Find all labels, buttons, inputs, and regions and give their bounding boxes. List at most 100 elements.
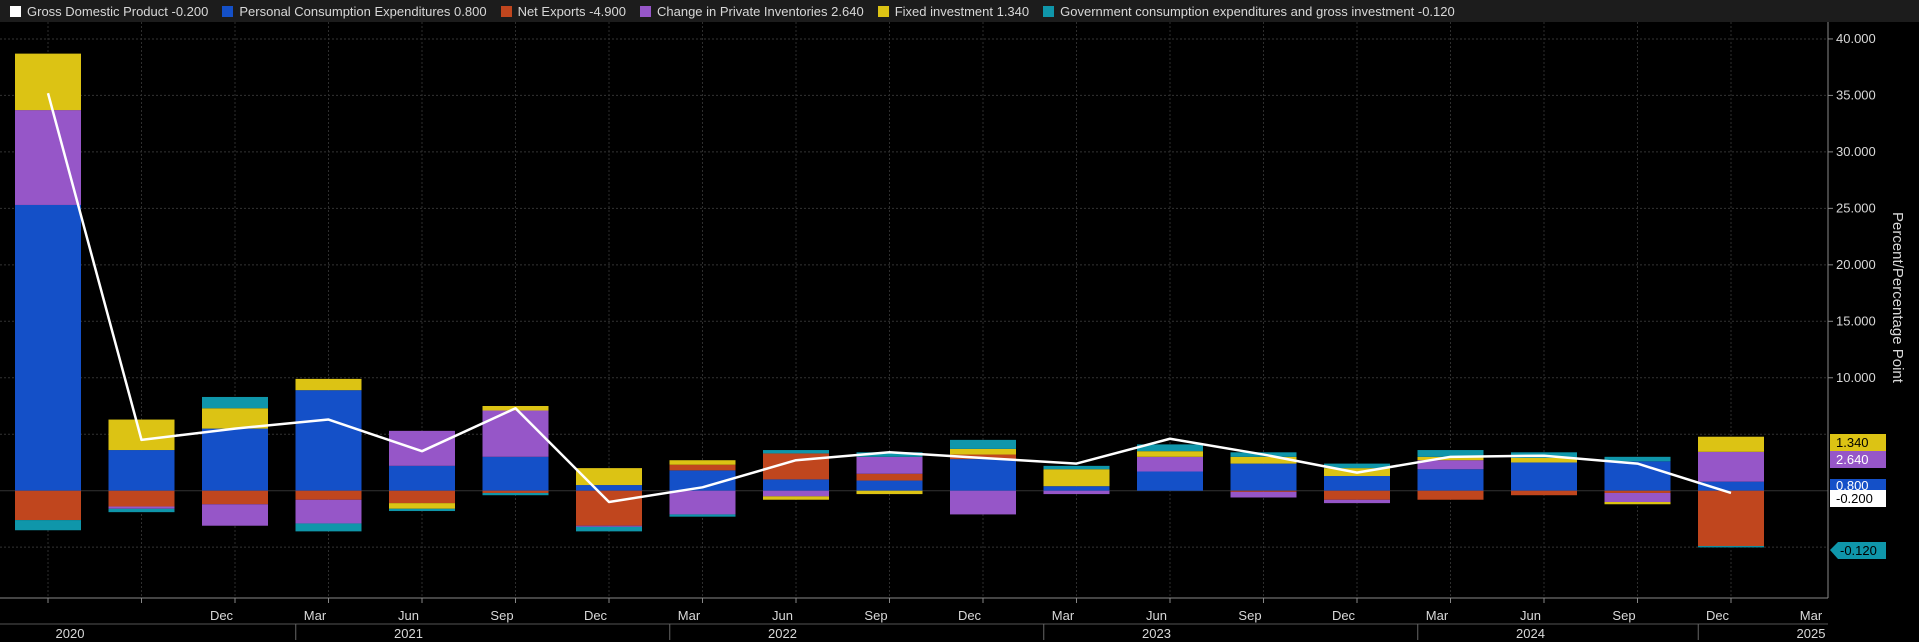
bar-segment: [1604, 502, 1671, 505]
bar-segment: [1043, 469, 1110, 487]
y-tick-label: 40.000: [1836, 31, 1876, 46]
end-label-box-inventories: [1830, 451, 1886, 468]
bar-segment: [1511, 457, 1577, 463]
x-tick-label: Jun: [772, 608, 793, 623]
bar-segment: [1230, 490, 1297, 492]
legend-value: -4.900: [589, 3, 626, 19]
legend-swatch-pce: [222, 5, 234, 17]
legend-value: 2.640: [831, 3, 864, 19]
y-tick-label: 15.000: [1836, 313, 1876, 328]
bar-segment: [1698, 436, 1764, 452]
bar-segment: [15, 53, 81, 111]
bar-segment: [856, 456, 923, 474]
bar-segment: [202, 490, 268, 505]
y-tick-label: 10.000: [1836, 370, 1876, 385]
end-label-fixed: 1.340: [1836, 435, 1869, 450]
bar-segment: [1230, 463, 1297, 491]
legend-value: -0.200: [171, 3, 209, 19]
bar-segment: [950, 439, 1016, 449]
bar-segment: [1417, 490, 1484, 500]
bar-segment: [108, 490, 175, 507]
year-label: 2023: [1142, 626, 1171, 641]
x-tick-label: Dec: [584, 608, 608, 623]
bar-segment: [763, 479, 829, 491]
end-label-box-fixed: [1830, 434, 1886, 451]
legend-item-fixed-investment[interactable]: Fixed investment 1.340: [877, 4, 1029, 19]
x-tick-label: Sep: [864, 608, 887, 623]
bar-segment: [15, 110, 81, 205]
legend-item-inventories[interactable]: Change in Private Inventories 2.640: [639, 3, 864, 19]
bar-segment: [576, 525, 642, 527]
x-tick-label: Sep: [1612, 608, 1635, 623]
x-tick-label: Jun: [1520, 608, 1541, 623]
chart: 40.000 35.000 30.000 25.000 20.000 15.000 10.0…: [0, 22, 1906, 641]
bar-segment: [1511, 490, 1577, 496]
bar-segment: [1417, 460, 1484, 470]
bar-segment: [1417, 456, 1484, 461]
legend: Gross Domestic Product -0.200 Personal C…: [0, 0, 1919, 22]
end-label-gov: -0.120: [1840, 543, 1877, 558]
bar-segment: [202, 408, 268, 429]
legend-item-government[interactable]: Government consumption expenditures and …: [1043, 4, 1455, 19]
bar-segment: [482, 410, 549, 457]
bar-segment: [669, 514, 736, 517]
bar-segment: [576, 468, 642, 486]
bar-segment: [1043, 465, 1110, 470]
bar-segment: [1698, 451, 1764, 482]
y-tick-label: 35.000: [1836, 87, 1876, 102]
bar-segment: [295, 523, 362, 532]
x-tick-label: Mar: [1800, 608, 1823, 623]
legend-swatch-government: [1043, 5, 1055, 17]
y-tick-label: 25.000: [1836, 200, 1876, 215]
bar-segment: [1417, 469, 1484, 491]
bar-segment: [1604, 492, 1671, 502]
bar-segment: [1511, 462, 1577, 491]
legend-item-pce[interactable]: Personal Consumption Expenditures 0.800: [222, 3, 487, 19]
bar-segment: [763, 490, 829, 497]
legend-item-net-exports[interactable]: Net Exports -4.900: [500, 3, 626, 19]
bar-segment: [1604, 461, 1671, 491]
year-label: 2024: [1516, 626, 1545, 641]
bars: [15, 53, 1764, 548]
axes: 40.000 35.000 30.000 25.000 20.000 15.000 10.0…: [0, 22, 1906, 641]
bar-segment: [482, 490, 549, 493]
bar-segment: [669, 490, 736, 515]
end-label-pce: 0.800: [1836, 478, 1869, 493]
end-label-inventories: 2.640: [1836, 452, 1869, 467]
bar-segment: [1043, 490, 1110, 495]
legend-value: 0.800: [454, 3, 487, 19]
legend-item-gdp[interactable]: Gross Domestic Product -0.200: [10, 4, 208, 19]
bar-segment: [202, 504, 268, 526]
bar-segment: [15, 490, 81, 521]
bar-segment: [15, 204, 81, 491]
bar-segment: [1324, 463, 1390, 469]
bar-segment: [576, 490, 642, 526]
bar-segment: [108, 450, 175, 491]
bar-segment: [295, 390, 362, 491]
bar-segment: [950, 490, 1016, 515]
end-label-gdp: -0.200: [1836, 491, 1873, 506]
bar-segment: [576, 526, 642, 532]
bar-segment: [669, 460, 736, 465]
bar-segment: [1137, 456, 1203, 472]
bar-segment: [295, 490, 362, 500]
bar-segment: [202, 396, 268, 409]
bar-segment: [108, 506, 175, 509]
bar-segment: [669, 470, 736, 491]
bar-segment: [1604, 456, 1671, 462]
legend-swatch-net-exports: [500, 5, 512, 17]
x-tick-label: Mar: [678, 608, 701, 623]
bar-segment: [295, 499, 362, 524]
year-label: 2021: [394, 626, 423, 641]
bar-segment: [763, 450, 829, 454]
year-label: 2020: [56, 626, 85, 641]
bar-segment: [856, 490, 923, 495]
gdp-line: [46, 92, 1732, 504]
legend-label: Change in Private Inventories: [656, 3, 828, 19]
bar-segment: [856, 480, 923, 491]
x-tick-label: Jun: [1146, 608, 1167, 623]
x-tick-label: Dec: [1332, 608, 1356, 623]
bar-segment: [389, 465, 455, 491]
year-label: 2022: [768, 626, 797, 641]
bar-segment: [1137, 451, 1203, 457]
